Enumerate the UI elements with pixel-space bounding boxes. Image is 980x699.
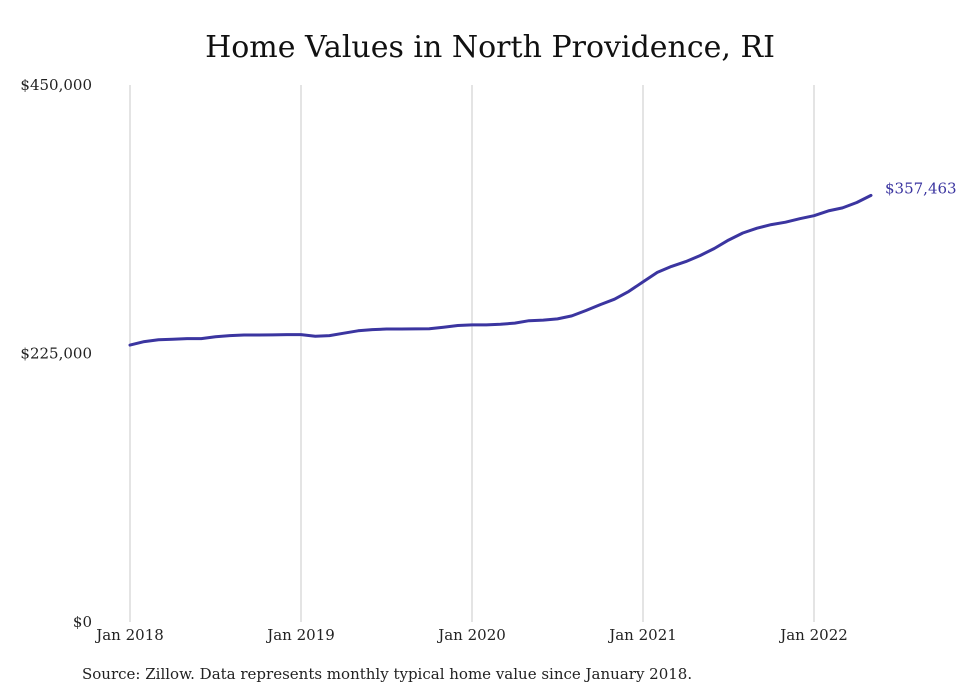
y-tick-label: $225,000 (20, 345, 92, 363)
y-axis-ticks: $0 $225,000 $450,000 (20, 76, 92, 631)
x-axis-ticks: Jan 2018 Jan 2019 Jan 2020 Jan 2021 Jan 2022 (94, 626, 848, 644)
x-tick-label: Jan 2020 (436, 626, 506, 644)
x-tick-label: Jan 2021 (607, 626, 677, 644)
line-chart: $0$225,000$450,000 Jan 2018 Jan 2019 Jan 2… (20, 76, 957, 644)
series-layer (128, 193, 873, 347)
chart-title: Home Values in North Providence, RI (205, 30, 775, 65)
x-tick-label: Jan 2018 (94, 626, 164, 644)
series-line (128, 193, 873, 347)
y-tick-label: $450,000 (20, 76, 92, 94)
data-labels: $357,463 (885, 179, 957, 197)
gridlines (129, 85, 815, 622)
x-tick-label: Jan 2019 (265, 626, 335, 644)
end-value-label: $357,463 (885, 179, 957, 197)
x-tick-label: Jan 2022 (778, 626, 848, 644)
y-tick-label: $0 (73, 613, 92, 631)
source-note: Source: Zillow. Data represents monthly … (82, 665, 693, 683)
